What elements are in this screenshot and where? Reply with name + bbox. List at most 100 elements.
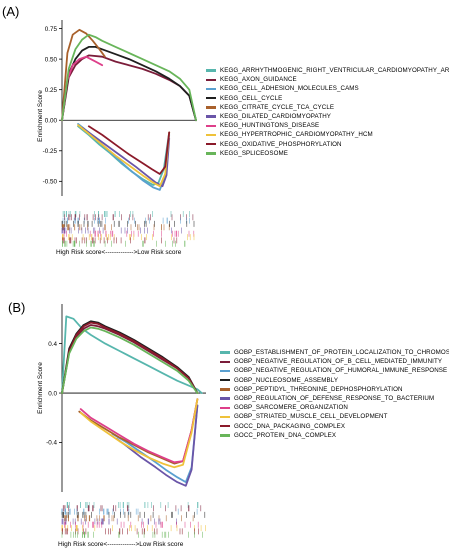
legend-entry-3: GOBP_NEGATIVE_REGULATION_OF_HUMORAL_IMMU… [220, 366, 449, 375]
legend-entry-10: KEGG_SPLICEOSOME [206, 149, 449, 158]
legend-swatch [206, 152, 216, 155]
panel-a-lines [61, 28, 197, 191]
y-tick-label: 0.0 [48, 390, 57, 397]
y-tick-label: 0.25 [45, 87, 58, 94]
legend-label: GOBP_STRIATED_MUSCLE_CELL_DEVELOPMENT [234, 413, 388, 421]
legend-label: KEGG_AXON_GUIDANCE [220, 76, 297, 84]
legend-swatch [220, 351, 230, 354]
legend-label: KEGG_ARRHYTHMOGENIC_RIGHT_VENTRICULAR_CA… [220, 67, 449, 74]
legend-entry-5: GOBP_PEPTIDYL_THREONINE_DEPHOSPHORYLATIO… [220, 385, 449, 394]
y-tick-label: 0.50 [45, 56, 58, 63]
legend-swatch [220, 379, 230, 382]
legend-entry-3: KEGG_CELL_ADHESION_MOLECULES_CAMS [206, 84, 449, 93]
y-tick-label: -0.50 [43, 179, 58, 186]
legend-entry-9: GOCC_DNA_PACKAGING_COMPLEX [220, 422, 449, 431]
legend-label: KEGG_SPLICEOSOME [220, 149, 288, 157]
panel-b-axes: 0.4 0.0 -0.4 [46, 304, 206, 492]
legend-label: GOBP_NEGATIVE_REGULATION_OF_B_CELL_MEDIA… [234, 358, 443, 366]
legend-entry-2: GOBP_NEGATIVE_REGULATION_OF_B_CELL_MEDIA… [220, 357, 449, 366]
legend-swatch [220, 434, 230, 437]
series-line-9 [87, 125, 171, 175]
legend-swatch [206, 106, 216, 109]
legend-label: GOBP_REGULATION_OF_DEFENSE_RESPONSE_TO_B… [234, 395, 435, 403]
series-line-10 [61, 326, 199, 395]
series-line-6 [81, 126, 171, 188]
legend-label: GOBP_ESTABLISHMENT_OF_PROTEIN_LOCALIZATI… [234, 349, 449, 356]
legend-entry-8: KEGG_HYPERTROPHIC_CARDIOMYOPATHY_HCM [206, 130, 449, 139]
legend-swatch [220, 369, 230, 373]
panel-a-legend: KEGG_ARRHYTHMOGENIC_RIGHT_VENTRICULAR_CA… [206, 66, 449, 158]
series-line-8 [77, 124, 171, 188]
panel-a-rug-plot [61, 211, 195, 247]
legend-label: KEGG_CITRATE_CYCLE_TCA_CYCLE [220, 103, 335, 111]
legend-label: KEGG_CELL_ADHESION_MOLECULES_CAMS [220, 85, 359, 93]
legend-entry-2: KEGG_AXON_GUIDANCE [206, 75, 449, 84]
legend-entry-7: GOBP_SARCOMERE_ORGANIZATION [220, 403, 449, 412]
panel-a-xlabel: High Risk score<------------->Low Risk s… [56, 249, 182, 256]
panel-b-label: (B) [8, 300, 25, 315]
y-tick-label: 0.75 [45, 26, 58, 33]
panel-b-rug-plot [61, 502, 206, 538]
legend-swatch [206, 97, 216, 100]
legend-label: GOBP_PEPTIDYL_THREONINE_DEPHOSPHORYLATIO… [234, 385, 403, 393]
legend-label: KEGG_HUNTINGTONS_DISEASE [220, 122, 320, 130]
series-line-4 [61, 46, 197, 122]
legend-swatch [206, 143, 216, 146]
panel-b-lines [61, 315, 203, 487]
series-line-10 [61, 33, 197, 122]
panel-a-ylabel: Enrichment Score [37, 90, 44, 142]
legend-swatch [206, 133, 216, 137]
legend-swatch [220, 406, 230, 410]
legend-swatch [220, 415, 230, 419]
legend-entry-4: GOBP_NUCLEOSOME_ASSEMBLY [220, 376, 449, 385]
legend-entry-6: GOBP_REGULATION_OF_DEFENSE_RESPONSE_TO_B… [220, 394, 449, 403]
legend-swatch [206, 69, 216, 72]
legend-entry-1: GOBP_ESTABLISHMENT_OF_PROTEIN_LOCALIZATI… [220, 348, 449, 357]
legend-entry-1: KEGG_ARRHYTHMOGENIC_RIGHT_VENTRICULAR_CA… [206, 66, 449, 75]
panel-b-xlabel: High Risk score<------------->Low Risk s… [58, 541, 184, 548]
legend-label: GOBP_NUCLEOSOME_ASSEMBLY [234, 376, 339, 384]
legend-label: GOCC_DNA_PACKAGING_COMPLEX [234, 422, 346, 430]
series-line-6 [115, 404, 199, 487]
legend-entry-8: GOBP_STRIATED_MUSCLE_CELL_DEVELOPMENT [220, 412, 449, 421]
panel-b-ylabel: Enrichment Score [37, 362, 44, 414]
y-tick-label: -0.25 [43, 148, 58, 155]
legend-swatch [220, 388, 230, 391]
series-line-5 [61, 28, 106, 122]
panel-b: (B) Enrichment Score High Risk score<---… [8, 300, 206, 548]
legend-entry-9: KEGG_OXIDATIVE_PHOSPHORYLATION [206, 140, 449, 149]
series-line-2 [61, 54, 197, 122]
series-line-2 [61, 324, 199, 395]
y-tick-label: 0.00 [45, 117, 58, 124]
series-line-7 [61, 55, 104, 122]
panel-a: (A) Enrichment Score High Risk score<---… [2, 4, 197, 256]
legend-swatch [220, 397, 230, 400]
series-line-8 [79, 398, 199, 469]
series-line-3 [111, 404, 199, 484]
y-tick-label: 0.4 [48, 341, 57, 348]
legend-label: GOBP_NEGATIVE_REGULATION_OF_HUMORAL_IMMU… [234, 367, 448, 375]
legend-swatch [220, 360, 230, 363]
legend-entry-7: KEGG_HUNTINGTONS_DISEASE [206, 121, 449, 130]
legend-label: KEGG_HYPERTROPHIC_CARDIOMYOPATHY_HCM [220, 131, 373, 139]
legend-label: KEGG_OXIDATIVE_PHOSPHORYLATION [220, 140, 342, 148]
series-line-1 [61, 315, 203, 395]
legend-entry-4: KEGG_CELL_CYCLE [206, 94, 449, 103]
legend-entry-6: KEGG_DILATED_CARDIOMYOPATHY [206, 112, 449, 121]
legend-swatch [220, 425, 230, 428]
panel-b-legend: GOBP_ESTABLISHMENT_OF_PROTEIN_LOCALIZATI… [220, 348, 449, 440]
panel-a-label: (A) [2, 4, 19, 19]
legend-label: KEGG_CELL_CYCLE [220, 94, 283, 102]
legend-entry-5: KEGG_CITRATE_CYCLE_TCA_CYCLE [206, 103, 449, 112]
legend-swatch [206, 124, 216, 128]
series-line-5 [78, 398, 199, 465]
legend-label: GOBP_SARCOMERE_ORGANIZATION [234, 404, 348, 412]
panel-a-axes: 0.75 0.50 0.25 0.00 -0.25 -0.50 [43, 20, 196, 196]
legend-entry-10: GOCC_PROTEIN_DNA_COMPLEX [220, 431, 449, 440]
legend-label: KEGG_DILATED_CARDIOMYOPATHY [220, 113, 331, 121]
legend-swatch [206, 115, 216, 118]
legend-label: GOCC_PROTEIN_DNA_COMPLEX [234, 431, 337, 439]
series-line-9 [61, 321, 199, 395]
legend-swatch [206, 87, 216, 91]
